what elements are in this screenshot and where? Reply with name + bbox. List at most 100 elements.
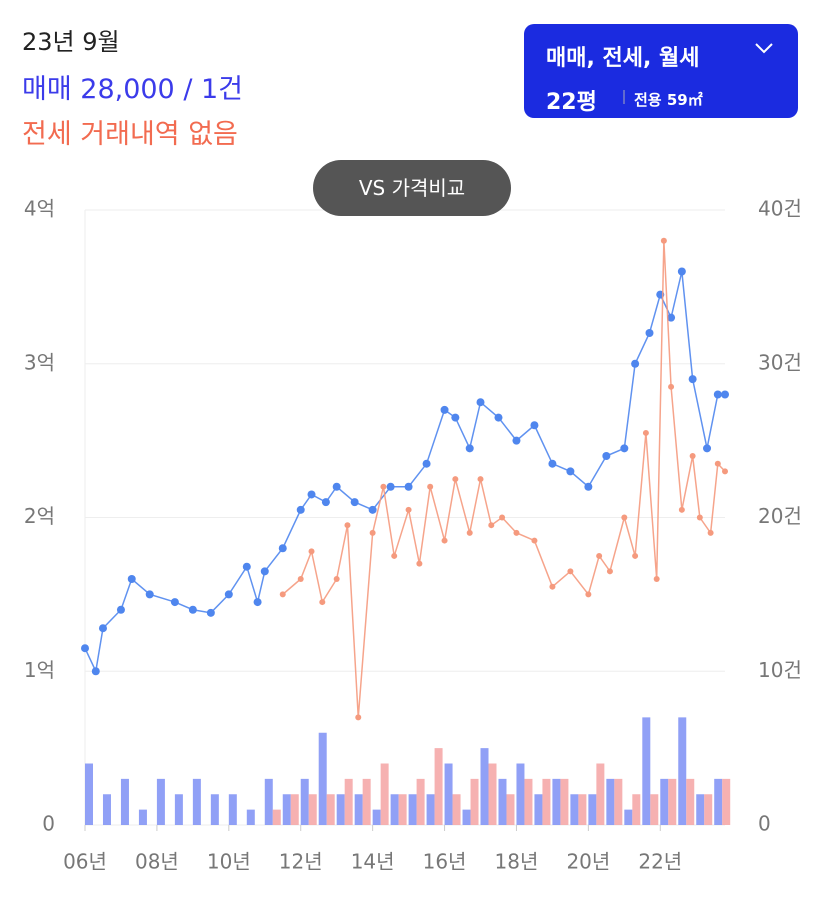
price-point [488, 522, 495, 529]
price-point [677, 267, 686, 276]
price-point [567, 568, 574, 575]
price-point [476, 398, 485, 407]
price-point [350, 498, 359, 507]
price-point [714, 460, 721, 467]
price-point [696, 514, 703, 521]
volume-bar [300, 778, 309, 825]
x-tick-label: 12년 [279, 850, 323, 874]
sale-summary: 매매 28,000 / 1건 [22, 74, 244, 105]
volume-bar [452, 794, 461, 825]
volume-bar [264, 778, 273, 825]
volume-bar [444, 763, 453, 825]
volume-bar [282, 794, 291, 825]
volume-bar [624, 809, 633, 825]
y2-tick-label: 30건 [758, 350, 802, 374]
volume-bar [660, 778, 669, 825]
price-point [344, 522, 351, 529]
price-point [405, 506, 412, 513]
x-tick-label: 22년 [638, 850, 682, 874]
price-point [91, 667, 100, 676]
x-tick-label: 14년 [351, 850, 395, 874]
price-point [530, 421, 539, 430]
price-point [279, 591, 286, 598]
volume-bar [102, 794, 111, 825]
price-point [584, 482, 593, 491]
volume-bar [372, 809, 381, 825]
price-point [116, 605, 125, 614]
volume-bar [534, 794, 543, 825]
volume-bar [488, 763, 497, 825]
price-point [689, 453, 696, 459]
price-point [531, 537, 538, 544]
x-tick-label: 16년 [423, 850, 467, 874]
price-point [713, 390, 722, 399]
price-point [145, 590, 154, 599]
volume-bar [344, 778, 353, 825]
y-tick-label: 3억 [24, 350, 55, 374]
x-tick-label: 06년 [63, 850, 107, 874]
price-point [620, 444, 629, 453]
volume-bar [632, 794, 641, 825]
price-point [722, 468, 728, 475]
volume-bar [326, 794, 335, 825]
y-tick-label: 4억 [24, 197, 55, 221]
price-point [308, 548, 315, 555]
price-point [127, 575, 136, 583]
volume-bar [570, 794, 579, 825]
volume-bar [560, 778, 569, 825]
volume-bar [542, 778, 551, 825]
price-point [368, 505, 377, 514]
price-point [253, 598, 262, 607]
price-point [427, 483, 434, 490]
price-point [98, 624, 107, 633]
price-point [548, 459, 557, 468]
volume-bar [696, 794, 705, 825]
volume-bar [336, 794, 345, 825]
price-point [416, 560, 423, 567]
volume-bar [354, 794, 363, 825]
date: 23년 9월 [22, 28, 120, 56]
y-tick-label: 1억 [24, 658, 55, 682]
volume-bar [426, 794, 435, 825]
price-point [596, 552, 603, 559]
price-point [386, 482, 395, 491]
price-point [452, 476, 459, 483]
x-tick-label: 10년 [207, 850, 251, 874]
volume-bar [614, 778, 623, 825]
price-point [355, 714, 362, 721]
price-line [84, 271, 725, 674]
volume-bar [434, 748, 443, 825]
price-point [477, 476, 484, 483]
filter-button[interactable]: 매매, 전세, 월세 22평 전용 59㎡ [524, 24, 798, 118]
x-tick-label: 18년 [495, 850, 539, 874]
y2-tick-label: 0 [758, 812, 771, 836]
price-point [499, 514, 506, 521]
x-tick-label: 08년 [135, 850, 179, 874]
price-point [707, 529, 714, 536]
y-tick-label: 0 [42, 812, 55, 836]
price-point [653, 576, 660, 582]
volume-bar [290, 794, 299, 825]
volume-bar [390, 794, 399, 825]
volume-bar [398, 794, 407, 825]
price-point [404, 482, 413, 491]
volume-bar [246, 809, 255, 825]
volume-bar [156, 778, 165, 825]
volume-bar [506, 794, 515, 825]
chevron [755, 43, 773, 54]
price-point [333, 576, 340, 582]
volume-bar [308, 794, 317, 825]
volume-bar [380, 763, 389, 825]
price-point [585, 591, 592, 598]
price-point [369, 529, 376, 536]
header: 23년 9월 매매 28,000 / 1건 전세 거래내역 없음 [22, 22, 243, 151]
price-point [667, 313, 676, 322]
volume-bar [552, 778, 561, 825]
volume-bar [228, 794, 237, 825]
price-point [206, 608, 215, 617]
compare-button[interactable]: VS 가격비교 [313, 160, 511, 216]
price-point [296, 505, 305, 514]
price-point [645, 329, 654, 337]
